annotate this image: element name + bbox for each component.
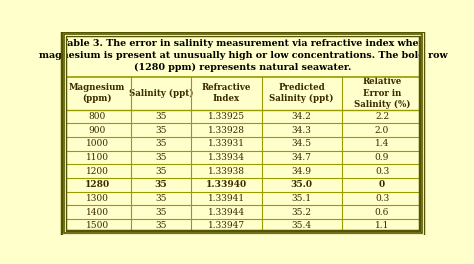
Text: 35.4: 35.4	[292, 221, 312, 230]
Text: 35: 35	[155, 139, 166, 148]
Text: 34.3: 34.3	[292, 125, 312, 135]
Text: 34.2: 34.2	[292, 112, 312, 121]
Text: 35.2: 35.2	[292, 208, 312, 216]
Text: 0.3: 0.3	[375, 194, 389, 203]
Text: 1.33941: 1.33941	[208, 194, 245, 203]
Text: 800: 800	[89, 112, 106, 121]
Text: 35: 35	[155, 167, 166, 176]
Text: 34.5: 34.5	[292, 139, 312, 148]
Text: 1.33944: 1.33944	[208, 208, 245, 216]
Text: 1100: 1100	[86, 153, 109, 162]
Text: Table 3. The error in salinity measurement via refractive index when
magnesium i: Table 3. The error in salinity measureme…	[38, 39, 447, 72]
Text: 35: 35	[155, 112, 166, 121]
Text: 1.4: 1.4	[375, 139, 389, 148]
Text: 1.33928: 1.33928	[208, 125, 245, 135]
Text: 1400: 1400	[86, 208, 109, 216]
Text: Refractive
Index: Refractive Index	[201, 83, 251, 103]
Text: 0.9: 0.9	[375, 153, 389, 162]
Text: 2.2: 2.2	[375, 112, 389, 121]
Text: 35: 35	[155, 208, 166, 216]
Text: 0.6: 0.6	[375, 208, 389, 216]
Text: Magnesium
(ppm): Magnesium (ppm)	[69, 83, 126, 103]
Text: 35: 35	[155, 194, 166, 203]
Text: 35.1: 35.1	[292, 194, 312, 203]
Text: 0: 0	[379, 180, 385, 189]
Text: 35: 35	[155, 125, 166, 135]
Text: 1.33934: 1.33934	[208, 153, 245, 162]
Text: 35: 35	[155, 221, 166, 230]
Text: 35: 35	[155, 153, 166, 162]
Text: Predicted
Salinity (ppt): Predicted Salinity (ppt)	[270, 83, 334, 103]
Text: 1200: 1200	[86, 167, 109, 176]
Text: 1300: 1300	[86, 194, 109, 203]
Text: 35: 35	[155, 180, 167, 189]
Text: 1280: 1280	[85, 180, 110, 189]
Text: 1.33931: 1.33931	[208, 139, 245, 148]
Text: 2.0: 2.0	[375, 125, 389, 135]
Text: 1.33938: 1.33938	[208, 167, 245, 176]
Text: Relative
Error in
Salinity (%): Relative Error in Salinity (%)	[354, 77, 410, 109]
Text: 34.7: 34.7	[292, 153, 312, 162]
Text: 1500: 1500	[86, 221, 109, 230]
Text: 1.33925: 1.33925	[208, 112, 245, 121]
Text: 0.3: 0.3	[375, 167, 389, 176]
Text: 900: 900	[89, 125, 106, 135]
Text: 1000: 1000	[86, 139, 109, 148]
Text: 1.1: 1.1	[375, 221, 389, 230]
Text: 1.33947: 1.33947	[208, 221, 245, 230]
Text: 34.9: 34.9	[292, 167, 312, 176]
Text: 1.33940: 1.33940	[206, 180, 246, 189]
Text: 35.0: 35.0	[291, 180, 313, 189]
Text: Salinity (ppt): Salinity (ppt)	[128, 89, 193, 98]
